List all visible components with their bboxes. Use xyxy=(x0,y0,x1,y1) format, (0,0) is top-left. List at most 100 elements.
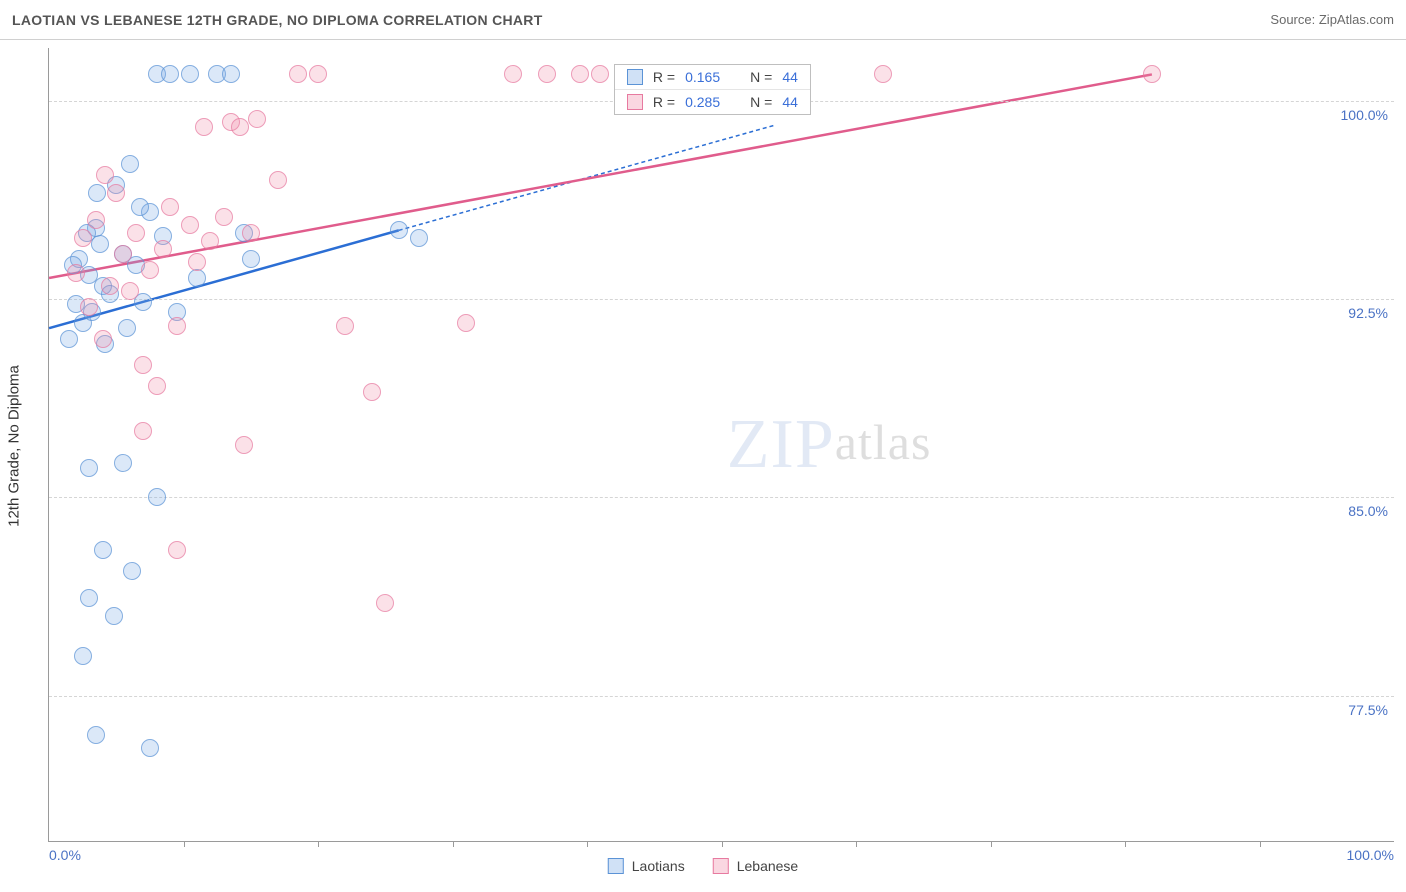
scatter-point-s2 xyxy=(215,208,233,226)
stat-n-label: N = xyxy=(750,69,772,85)
scatter-point-s1 xyxy=(242,250,260,268)
stat-r-value: 0.285 xyxy=(685,94,720,110)
scatter-point-s2 xyxy=(363,383,381,401)
xtick xyxy=(318,841,319,847)
legend-swatch-s1 xyxy=(608,858,624,874)
stat-r-label: R = xyxy=(653,69,675,85)
scatter-point-s1 xyxy=(222,65,240,83)
scatter-point-s2 xyxy=(80,298,98,316)
stats-row-s1: R = 0.165 N = 44 xyxy=(615,65,810,90)
gridline-h xyxy=(49,299,1394,300)
scatter-point-s2 xyxy=(201,232,219,250)
legend-item-s2: Lebanese xyxy=(713,858,799,874)
watermark: ZIPatlas xyxy=(727,405,932,485)
scatter-point-s2 xyxy=(148,377,166,395)
watermark-left: ZIP xyxy=(727,406,835,483)
xtick xyxy=(184,841,185,847)
ytick-label: 85.0% xyxy=(1348,503,1388,519)
xtick xyxy=(722,841,723,847)
y-axis-label: 12th Grade, No Diploma xyxy=(6,365,23,527)
scatter-point-s2 xyxy=(101,277,119,295)
scatter-point-s1 xyxy=(88,184,106,202)
gridline-h xyxy=(49,497,1394,498)
plot-area: ZIPatlas 77.5%85.0%92.5%100.0%0.0%100.0%… xyxy=(48,48,1394,842)
scatter-point-s2 xyxy=(134,356,152,374)
scatter-point-s2 xyxy=(504,65,522,83)
ytick-label: 77.5% xyxy=(1348,702,1388,718)
ytick-label: 100.0% xyxy=(1341,107,1388,123)
scatter-point-s1 xyxy=(74,647,92,665)
stat-n-value: 44 xyxy=(782,69,798,85)
scatter-point-s2 xyxy=(195,118,213,136)
scatter-point-s2 xyxy=(74,229,92,247)
xtick-label: 0.0% xyxy=(49,847,81,863)
xtick xyxy=(991,841,992,847)
ytick-label: 92.5% xyxy=(1348,305,1388,321)
scatter-point-s2 xyxy=(269,171,287,189)
scatter-point-s1 xyxy=(390,221,408,239)
xtick xyxy=(1260,841,1261,847)
legend-swatch-s2 xyxy=(713,858,729,874)
scatter-point-s2 xyxy=(309,65,327,83)
scatter-point-s2 xyxy=(336,317,354,335)
scatter-point-s2 xyxy=(134,422,152,440)
scatter-point-s1 xyxy=(80,459,98,477)
xtick xyxy=(453,841,454,847)
legend-label-s2: Lebanese xyxy=(737,858,799,874)
scatter-point-s1 xyxy=(410,229,428,247)
scatter-point-s1 xyxy=(121,155,139,173)
watermark-right: atlas xyxy=(835,414,932,470)
xtick xyxy=(856,841,857,847)
source-label: Source: xyxy=(1270,12,1315,27)
gridline-h xyxy=(49,696,1394,697)
stat-r-value: 0.165 xyxy=(685,69,720,85)
stats-box: R = 0.165 N = 44 R = 0.285 N = 44 xyxy=(614,64,811,115)
chart-container: ZIPatlas 77.5%85.0%92.5%100.0%0.0%100.0%… xyxy=(48,48,1394,842)
scatter-point-s2 xyxy=(242,224,260,242)
scatter-point-s1 xyxy=(80,589,98,607)
source-value: ZipAtlas.com xyxy=(1319,12,1394,27)
bottom-legend: Laotians Lebanese xyxy=(608,858,798,874)
scatter-point-s1 xyxy=(148,488,166,506)
scatter-point-s2 xyxy=(376,594,394,612)
scatter-point-s2 xyxy=(457,314,475,332)
scatter-point-s1 xyxy=(181,65,199,83)
scatter-point-s2 xyxy=(235,436,253,454)
scatter-point-s2 xyxy=(168,317,186,335)
scatter-point-s1 xyxy=(60,330,78,348)
scatter-point-s2 xyxy=(248,110,266,128)
scatter-point-s2 xyxy=(121,282,139,300)
chart-title: LAOTIAN VS LEBANESE 12TH GRADE, NO DIPLO… xyxy=(12,12,543,28)
xtick xyxy=(1125,841,1126,847)
scatter-point-s1 xyxy=(94,541,112,559)
scatter-point-s2 xyxy=(141,261,159,279)
stat-n-value: 44 xyxy=(782,94,798,110)
scatter-point-s2 xyxy=(538,65,556,83)
scatter-point-s1 xyxy=(123,562,141,580)
scatter-point-s1 xyxy=(131,198,149,216)
scatter-point-s2 xyxy=(289,65,307,83)
xtick-label: 100.0% xyxy=(1347,847,1394,863)
scatter-point-s1 xyxy=(105,607,123,625)
stat-r-label: R = xyxy=(653,94,675,110)
scatter-point-s2 xyxy=(591,65,609,83)
scatter-point-s1 xyxy=(114,454,132,472)
stats-swatch-s1 xyxy=(627,69,643,85)
scatter-point-s1 xyxy=(141,739,159,757)
scatter-point-s2 xyxy=(161,198,179,216)
source-attribution: Source: ZipAtlas.com xyxy=(1270,12,1394,27)
scatter-point-s2 xyxy=(154,240,172,258)
scatter-point-s2 xyxy=(181,216,199,234)
scatter-point-s1 xyxy=(188,269,206,287)
scatter-point-s1 xyxy=(87,726,105,744)
stat-n-label: N = xyxy=(750,94,772,110)
scatter-point-s2 xyxy=(67,264,85,282)
scatter-point-s1 xyxy=(118,319,136,337)
scatter-point-s1 xyxy=(161,65,179,83)
scatter-point-s2 xyxy=(571,65,589,83)
legend-label-s1: Laotians xyxy=(632,858,685,874)
scatter-point-s2 xyxy=(94,330,112,348)
scatter-point-s2 xyxy=(874,65,892,83)
scatter-point-s2 xyxy=(114,245,132,263)
stats-swatch-s2 xyxy=(627,94,643,110)
